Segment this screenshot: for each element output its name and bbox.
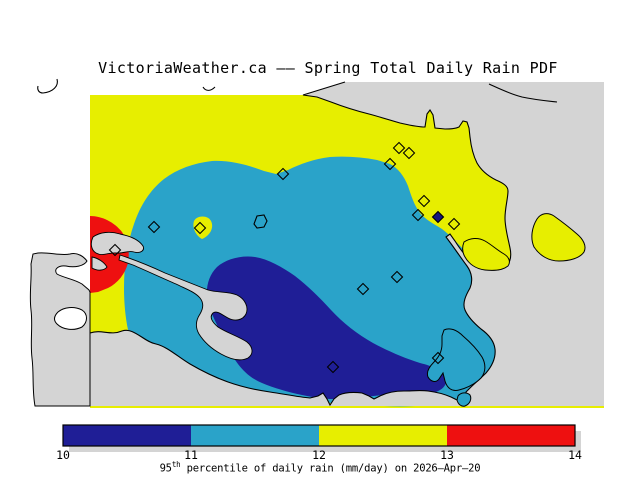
colorbar-caption: 95th percentile of daily rain (mm/day) o… — [0, 460, 640, 475]
colorbar-segment-11-12 — [191, 425, 319, 446]
colorbar-segment-12-13 — [319, 425, 447, 446]
harbour-esquimalt — [90, 231, 144, 271]
lake-outline — [253, 214, 268, 229]
colorbar-tick-14: 14 — [568, 448, 582, 462]
island-yellow — [531, 213, 586, 262]
station-diamond — [392, 141, 406, 155]
station-diamond — [447, 217, 461, 231]
station-markers — [108, 141, 461, 374]
colorbar-segment-13-14 — [447, 425, 575, 446]
land-west-gray — [29, 252, 91, 407]
station-diamond — [276, 167, 290, 181]
coast-fragment-northeast — [488, 83, 558, 103]
caption-superscript: th — [171, 460, 181, 469]
station-diamond — [326, 360, 340, 374]
coast-fragment-topleft — [37, 78, 58, 94]
colorbar-tick-11: 11 — [184, 448, 198, 462]
field-navy-region — [206, 256, 447, 400]
station-diamond — [193, 221, 207, 235]
coastline — [89, 81, 512, 408]
station-diamond — [402, 146, 416, 160]
field-yellow-pocket — [193, 216, 213, 239]
colorbar-tick-12: 12 — [312, 448, 326, 462]
station-diamond — [431, 351, 445, 365]
station-diamond — [390, 270, 404, 284]
station-diamond — [108, 243, 122, 257]
land-yellow-foot — [462, 238, 510, 271]
colorbar-tick-13: 13 — [440, 448, 454, 462]
map-title: VictoriaWeather.ca —— Spring Total Daily… — [98, 59, 558, 77]
harbour-victoria-channel — [118, 254, 253, 361]
islet-cyan — [456, 392, 472, 407]
station-diamond — [411, 208, 425, 222]
colorbar-segment-10-11 — [63, 425, 191, 446]
station-diamond — [147, 220, 161, 234]
peninsula-cyan — [426, 328, 486, 391]
caption-base: 95 — [159, 462, 172, 475]
caption-rest: percentile of daily rain (mm/day) on 202… — [180, 462, 481, 475]
sea-nodata-region — [90, 82, 604, 406]
colorbar — [63, 425, 575, 446]
coast-fragment-under-title — [202, 86, 216, 91]
station-diamond — [383, 157, 397, 171]
colorbar-border — [62, 424, 576, 447]
station-diamond — [431, 210, 445, 224]
station-diamond — [356, 282, 370, 296]
station-diamond — [417, 194, 431, 208]
colorbar-tick-10: 10 — [56, 448, 70, 462]
